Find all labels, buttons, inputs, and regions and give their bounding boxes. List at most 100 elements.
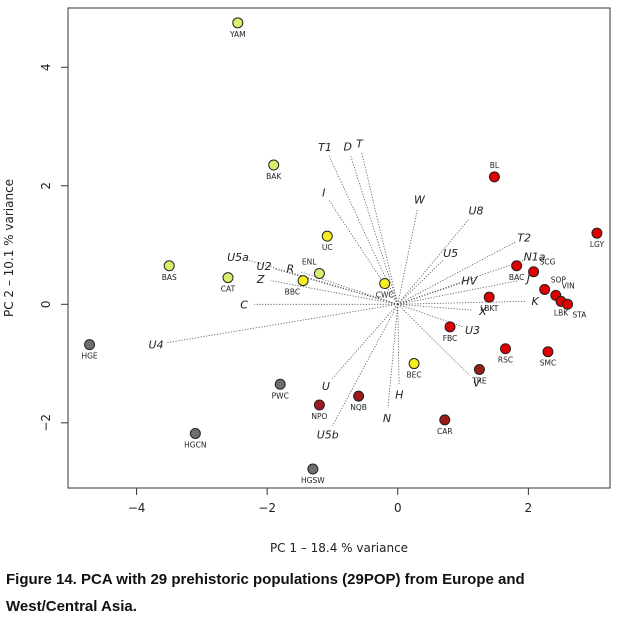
- point-marker: [500, 343, 512, 355]
- vector-label: D: [343, 141, 351, 154]
- vector-label: W: [414, 194, 426, 207]
- point-label: SMC: [540, 359, 556, 368]
- vector-label: N: [383, 412, 391, 425]
- point-label: LGY: [590, 240, 605, 249]
- point-label: LBK: [554, 308, 569, 317]
- point-marker: [379, 278, 391, 290]
- point-label: HGSW: [301, 476, 325, 485]
- point-label: BAK: [266, 172, 282, 181]
- y-tick-label: 4: [39, 63, 53, 71]
- vector-label: Z: [256, 273, 265, 286]
- point-label: BBC: [285, 288, 300, 297]
- point-marker: [488, 171, 500, 183]
- vector-line: [397, 304, 470, 376]
- point-marker: [307, 463, 319, 475]
- vector-line: [328, 200, 399, 305]
- vector-line: [350, 156, 399, 305]
- figure-caption: Figure 14. PCA with 29 prehistoric popul…: [6, 571, 525, 615]
- point-marker: [268, 159, 280, 171]
- point-label: CAT: [221, 285, 236, 294]
- vector-label: T: [356, 137, 364, 150]
- point-label: HGE: [81, 352, 97, 361]
- vector-line: [397, 303, 464, 328]
- vector-label: J: [525, 273, 530, 286]
- point-marker: [591, 227, 603, 239]
- point-label: NQB: [350, 403, 367, 412]
- vector-label: K: [531, 295, 539, 308]
- point-marker: [222, 272, 234, 284]
- y-tick-label: 2: [39, 182, 53, 190]
- axes: −4 −2 0 2 −2 0 2 4: [39, 63, 532, 515]
- y-axis-title: PC 2 – 10.1 % variance: [2, 179, 16, 317]
- vector-label: U4: [149, 338, 164, 351]
- y-tick-label: 0: [39, 300, 53, 308]
- vector-label: U2: [257, 260, 272, 273]
- vector-line: [332, 304, 399, 426]
- point-label: BAC: [509, 273, 524, 282]
- vector-label: N1a: [524, 251, 546, 264]
- x-tick-label: 0: [394, 501, 402, 515]
- vector-line: [397, 218, 470, 305]
- point-label: BAS: [162, 273, 177, 282]
- vector-line: [397, 300, 526, 305]
- point-marker: [539, 283, 551, 295]
- vector-line: [165, 303, 398, 344]
- vector-line: [361, 153, 399, 305]
- point-marker: [408, 358, 420, 370]
- point-label: HGCN: [184, 440, 206, 449]
- vector-line: [397, 303, 473, 311]
- point-marker: [439, 414, 451, 426]
- point-label: NPO: [311, 412, 327, 421]
- vector-line: [270, 280, 398, 305]
- vector-line: [299, 271, 398, 305]
- point-label: RSC: [498, 356, 513, 365]
- point-marker: [562, 298, 574, 310]
- point-label: LBKT: [480, 304, 499, 313]
- vector-label: U8: [468, 205, 483, 218]
- vector-label: U5: [443, 247, 458, 260]
- point-label: CAR: [437, 427, 453, 436]
- vector-line: [328, 155, 399, 305]
- point-marker: [353, 390, 365, 402]
- vector-line: [397, 280, 519, 305]
- point-marker: [297, 275, 309, 287]
- vector-line: [332, 304, 399, 379]
- point-label: BEC: [407, 371, 422, 380]
- vector-line: [397, 304, 400, 385]
- vector-line: [273, 268, 398, 305]
- vector-label: R: [287, 263, 295, 276]
- vector-label: U: [322, 380, 330, 393]
- point-marker: [274, 378, 286, 390]
- point-label: YAM: [229, 30, 246, 39]
- vector-label: U5b: [317, 429, 339, 442]
- point-label: UC: [322, 243, 333, 252]
- vector-label: U3: [465, 324, 480, 337]
- point-label: VIN: [562, 281, 575, 290]
- point-label: STA: [573, 310, 588, 319]
- point-label: CWC: [376, 291, 394, 300]
- x-axis-title: PC 1 – 18.4 % variance: [270, 541, 408, 555]
- vector-label: I: [322, 186, 325, 199]
- vector-line: [397, 259, 444, 305]
- x-tick-label: −2: [258, 501, 276, 515]
- point-label: PWC: [272, 391, 289, 400]
- vector-label: HV: [461, 274, 478, 287]
- point-marker: [313, 399, 325, 411]
- point-marker: [84, 339, 96, 351]
- plot-frame: [67, 7, 611, 489]
- vector-line: [397, 209, 418, 305]
- point-marker: [313, 267, 325, 279]
- point-marker: [163, 260, 175, 272]
- point-marker: [542, 346, 554, 358]
- point-marker: [189, 427, 201, 439]
- vector-label: V: [473, 376, 482, 389]
- point-marker: [473, 363, 485, 375]
- point-label: BL: [490, 161, 500, 170]
- vector-line: [387, 304, 399, 409]
- point-marker: [483, 291, 495, 303]
- point-marker: [232, 17, 244, 29]
- point-label: SOP: [551, 275, 567, 284]
- y-tick-label: −2: [39, 414, 53, 432]
